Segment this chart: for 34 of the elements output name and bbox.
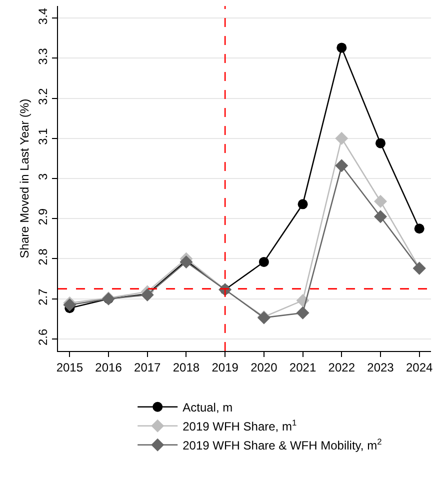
- point: [180, 255, 193, 268]
- x-tick-label: 2022: [328, 360, 356, 374]
- y-tick-label: 2.9: [36, 208, 50, 226]
- y-tick-label: 3.4: [36, 8, 50, 25]
- y-tick-label: 3.3: [36, 48, 50, 65]
- x-tick-label: 2023: [367, 360, 394, 374]
- legend-label: 2019 WFH Share, m$^{1}$: [182, 418, 297, 434]
- x-tick-label: 2021: [289, 360, 316, 374]
- y-axis-title: Share Moved in Last Year (%): [18, 98, 32, 258]
- y-tick-label: 2.8: [36, 248, 50, 266]
- y-tick-label: 3: [36, 173, 50, 180]
- legend-label: Actual, m: [182, 400, 233, 415]
- x-tick-label: 2024: [406, 360, 434, 374]
- point: [336, 42, 347, 53]
- y-tick-label: 2.7: [36, 288, 50, 306]
- point: [298, 199, 308, 210]
- point: [414, 224, 424, 234]
- x-tick-label: 2018: [172, 360, 200, 374]
- point: [335, 159, 348, 172]
- point: [335, 132, 348, 145]
- point: [258, 256, 269, 267]
- x-tick-label: 2016: [95, 360, 122, 374]
- point: [375, 138, 386, 148]
- x-tick-label: 2017: [134, 360, 162, 374]
- y-tick-label: 3.1: [36, 128, 50, 145]
- legend-label: 2019 WFH Share & WFH Mobility, m$^{2}$: [182, 436, 382, 453]
- y-tick-label: 2.6: [36, 328, 50, 346]
- x-tick-label: 2019: [212, 360, 239, 374]
- y-tick-label: 3.2: [36, 88, 50, 105]
- point: [296, 306, 310, 320]
- x-tick-label: 2020: [250, 360, 278, 374]
- point: [374, 210, 387, 224]
- x-tick-label: 2015: [56, 360, 84, 374]
- point: [374, 194, 387, 208]
